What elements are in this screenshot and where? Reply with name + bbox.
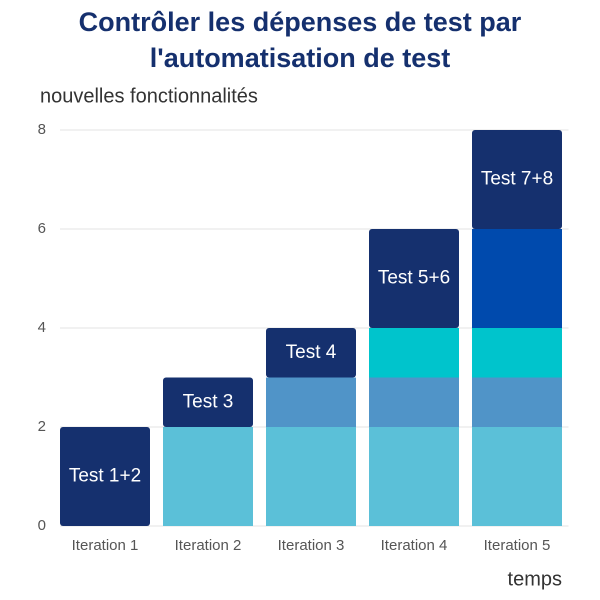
x-tick-label: Iteration 5 (484, 537, 551, 554)
bar-segment (369, 427, 459, 526)
y-tick-label: 4 (38, 319, 46, 336)
y-tick-label: 2 (38, 418, 46, 435)
bar-segment (60, 427, 150, 526)
segment-label: Test 5+6 (378, 268, 450, 289)
bar-segment (369, 328, 459, 378)
bar-segment (472, 130, 562, 229)
y-tick-label: 0 (38, 517, 46, 534)
segment-label: Test 1+2 (69, 466, 141, 487)
bar-segment (472, 377, 562, 427)
bar-segment (266, 377, 356, 427)
bar-segment (369, 377, 459, 427)
bar-segment (163, 427, 253, 526)
segment-label: Test 3 (183, 391, 234, 412)
bar-segment (266, 328, 356, 378)
y-tick-label: 8 (38, 121, 46, 138)
bar-segment (266, 427, 356, 526)
x-tick-label: Iteration 2 (175, 537, 242, 554)
x-tick-label: Iteration 1 (72, 537, 139, 554)
bar-segment (472, 427, 562, 526)
y-axis-label: nouvelles fonctionnalités (40, 85, 258, 107)
x-tick-label: Iteration 3 (278, 537, 345, 554)
chart-title: Contrôler les dépenses de test par l'aut… (78, 7, 522, 73)
bar-segment (472, 229, 562, 328)
bar-segment (369, 229, 459, 328)
x-tick-label: Iteration 4 (381, 537, 448, 554)
bar-segment (472, 328, 562, 378)
x-axis-label: temps (508, 568, 562, 590)
y-tick-label: 6 (38, 220, 46, 237)
segment-label: Test 7+8 (481, 169, 553, 190)
bar-segment (163, 377, 253, 427)
segment-label: Test 4 (286, 342, 337, 363)
